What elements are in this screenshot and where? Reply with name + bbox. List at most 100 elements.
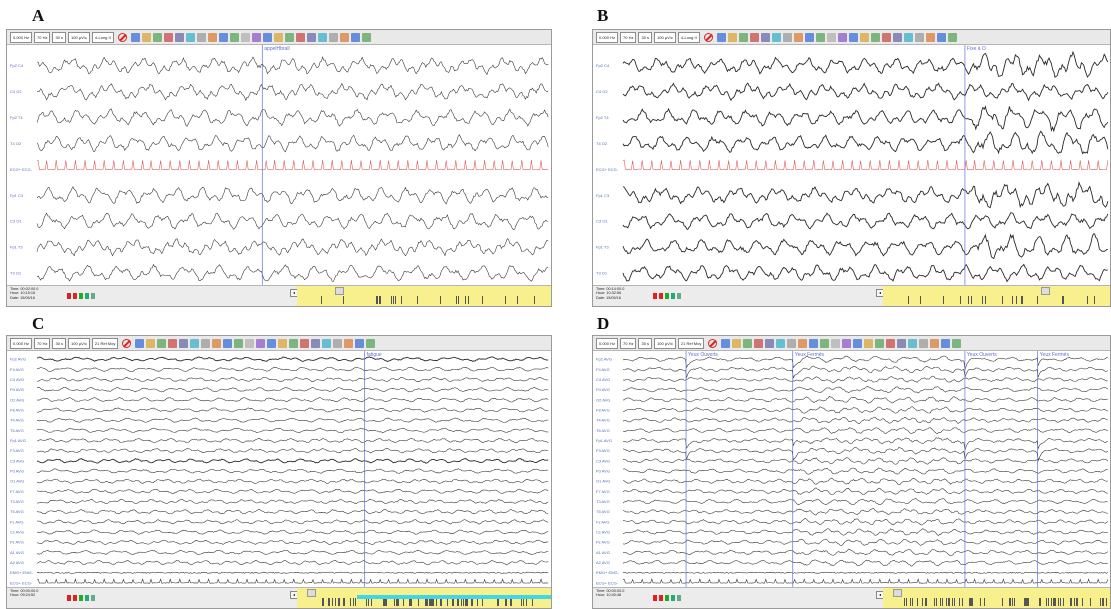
toolbar-tool-icon[interactable] — [223, 338, 233, 348]
toolbar-tool-icon[interactable] — [135, 338, 145, 348]
toolbar-tool-icon[interactable] — [245, 338, 255, 348]
pen-icon[interactable] — [677, 595, 681, 601]
highcut-field[interactable]: 70 Hz — [620, 337, 637, 349]
highcut-field[interactable]: 70 Hz — [34, 337, 51, 349]
eeg-canvas[interactable]: Fp2 C4 C4 O2 Fp2 T4 T4 O2 ECG+ ECG- Fp1 C3 C3 … — [593, 45, 1110, 286]
toolbar-tool-icon[interactable] — [881, 32, 891, 42]
toolbar-tool-icon[interactable] — [771, 32, 781, 42]
toolbar-tool-icon[interactable] — [141, 32, 151, 42]
toolbar-tool-icon[interactable] — [207, 32, 217, 42]
pen-icon[interactable] — [73, 595, 77, 601]
toolbar-tool-icon[interactable] — [721, 338, 731, 348]
pen-icon[interactable] — [659, 293, 663, 299]
toolbar-tool-icon[interactable] — [864, 338, 874, 348]
toolbar-tool-icon[interactable] — [256, 338, 266, 348]
toolbar-tool-icon[interactable] — [831, 338, 841, 348]
timebase-field[interactable]: 30 s — [52, 337, 67, 349]
toolbar-tool-icon[interactable] — [914, 32, 924, 42]
pen-icon[interactable] — [671, 293, 675, 299]
toolbar-tool-icon[interactable] — [201, 338, 211, 348]
pen-icons[interactable] — [653, 595, 681, 601]
toolbar-tool-icon[interactable] — [190, 338, 200, 348]
toolbar-tool-icon[interactable] — [218, 32, 228, 42]
gain-field[interactable]: 100 µV/c — [68, 337, 90, 349]
toolbar-tool-icon[interactable] — [765, 338, 775, 348]
pen-icon[interactable] — [659, 595, 663, 601]
toolbar-tool-icon[interactable] — [853, 338, 863, 348]
lowcut-field[interactable]: 0.000 Hz — [10, 337, 33, 349]
toolbar-tool-icon[interactable] — [782, 32, 792, 42]
pen-icon[interactable] — [79, 595, 83, 601]
toolbar-tool-icon[interactable] — [793, 32, 803, 42]
montage-field[interactable]: 21 Ref Moy — [91, 337, 119, 349]
toolbar-tool-icon[interactable] — [306, 32, 316, 42]
pen-icon[interactable] — [79, 293, 83, 299]
toolbar-tool-icon[interactable] — [837, 32, 847, 42]
toolbar-tool-icon[interactable] — [727, 32, 737, 42]
toolbar-tool-icon[interactable] — [903, 32, 913, 42]
toolbar-tool-icon[interactable] — [229, 32, 239, 42]
timeline-thumb[interactable] — [335, 287, 344, 295]
gain-field[interactable]: 100 µV/c — [68, 31, 90, 43]
toolbar-tool-icon[interactable] — [754, 338, 764, 348]
toolbar-tool-icon[interactable] — [886, 338, 896, 348]
toolbar-tool-icon[interactable] — [130, 32, 140, 42]
toolbar-tool-icon[interactable] — [300, 338, 310, 348]
toolbar-tool-icon[interactable] — [941, 338, 951, 348]
stop-icon[interactable] — [703, 32, 713, 42]
timeline-bar[interactable] — [297, 286, 551, 306]
montage-icons[interactable] — [135, 338, 376, 348]
toolbar-tool-icon[interactable] — [344, 338, 354, 348]
toolbar-tool-icon[interactable] — [339, 32, 349, 42]
toolbar-tool-icon[interactable] — [284, 32, 294, 42]
toolbar-tool-icon[interactable] — [936, 32, 946, 42]
toolbar-tool-icon[interactable] — [278, 338, 288, 348]
toolbar-tool-icon[interactable] — [212, 338, 222, 348]
toolbar-tool-icon[interactable] — [787, 338, 797, 348]
toolbar-tool-icon[interactable] — [240, 32, 250, 42]
montage-field[interactable]: 21 Ref Moy — [677, 337, 705, 349]
toolbar-tool-icon[interactable] — [749, 32, 759, 42]
timebase-field[interactable]: 30 s — [52, 31, 67, 43]
pen-icon[interactable] — [653, 595, 657, 601]
toolbar-tool-icon[interactable] — [146, 338, 156, 348]
toolbar-tool-icon[interactable] — [798, 338, 808, 348]
timeline-bar[interactable] — [883, 588, 1110, 608]
toolbar-tool-icon[interactable] — [366, 338, 376, 348]
pen-icon[interactable] — [671, 595, 675, 601]
timebase-field[interactable]: 30 s — [638, 31, 653, 43]
toolbar-tool-icon[interactable] — [908, 338, 918, 348]
toolbar-tool-icon[interactable] — [289, 338, 299, 348]
toolbar-tool-icon[interactable] — [273, 32, 283, 42]
lowcut-field[interactable]: 0.000 Hz — [596, 337, 619, 349]
toolbar-tool-icon[interactable] — [350, 32, 360, 42]
pen-icons[interactable] — [67, 595, 95, 601]
eeg-canvas[interactable]: Fp2 C4 C4 O2 Fp2 T4 T4 O2 ECG+ ECG- Fp1 C3 C3 … — [7, 45, 551, 286]
lowcut-field[interactable]: 0.000 Hz — [596, 31, 619, 43]
toolbar-tool-icon[interactable] — [842, 338, 852, 348]
toolbar-tool-icon[interactable] — [859, 32, 869, 42]
toolbar-tool-icon[interactable] — [875, 338, 885, 348]
toolbar-tool-icon[interactable] — [355, 338, 365, 348]
stop-icon[interactable] — [708, 338, 718, 348]
toolbar-tool-icon[interactable] — [760, 32, 770, 42]
toolbar-tool-icon[interactable] — [804, 32, 814, 42]
timeline-bar[interactable] — [883, 286, 1110, 306]
toolbar-tool-icon[interactable] — [168, 338, 178, 348]
pen-icon[interactable] — [67, 293, 71, 299]
pen-icon[interactable] — [85, 595, 89, 601]
highcut-field[interactable]: 70 Hz — [620, 31, 637, 43]
pen-icon[interactable] — [85, 293, 89, 299]
stop-icon[interactable] — [117, 32, 127, 42]
toolbar-tool-icon[interactable] — [328, 32, 338, 42]
timeline-bar[interactable] — [297, 588, 551, 608]
gain-field[interactable]: 100 µV/c — [654, 337, 676, 349]
lowcut-field[interactable]: 0.000 Hz — [10, 31, 33, 43]
toolbar-tool-icon[interactable] — [743, 338, 753, 348]
toolbar-tool-icon[interactable] — [317, 32, 327, 42]
toolbar-tool-icon[interactable] — [262, 32, 272, 42]
toolbar-tool-icon[interactable] — [732, 338, 742, 348]
pen-icon[interactable] — [91, 293, 95, 299]
toolbar-tool-icon[interactable] — [848, 32, 858, 42]
toolbar-tool-icon[interactable] — [295, 32, 305, 42]
